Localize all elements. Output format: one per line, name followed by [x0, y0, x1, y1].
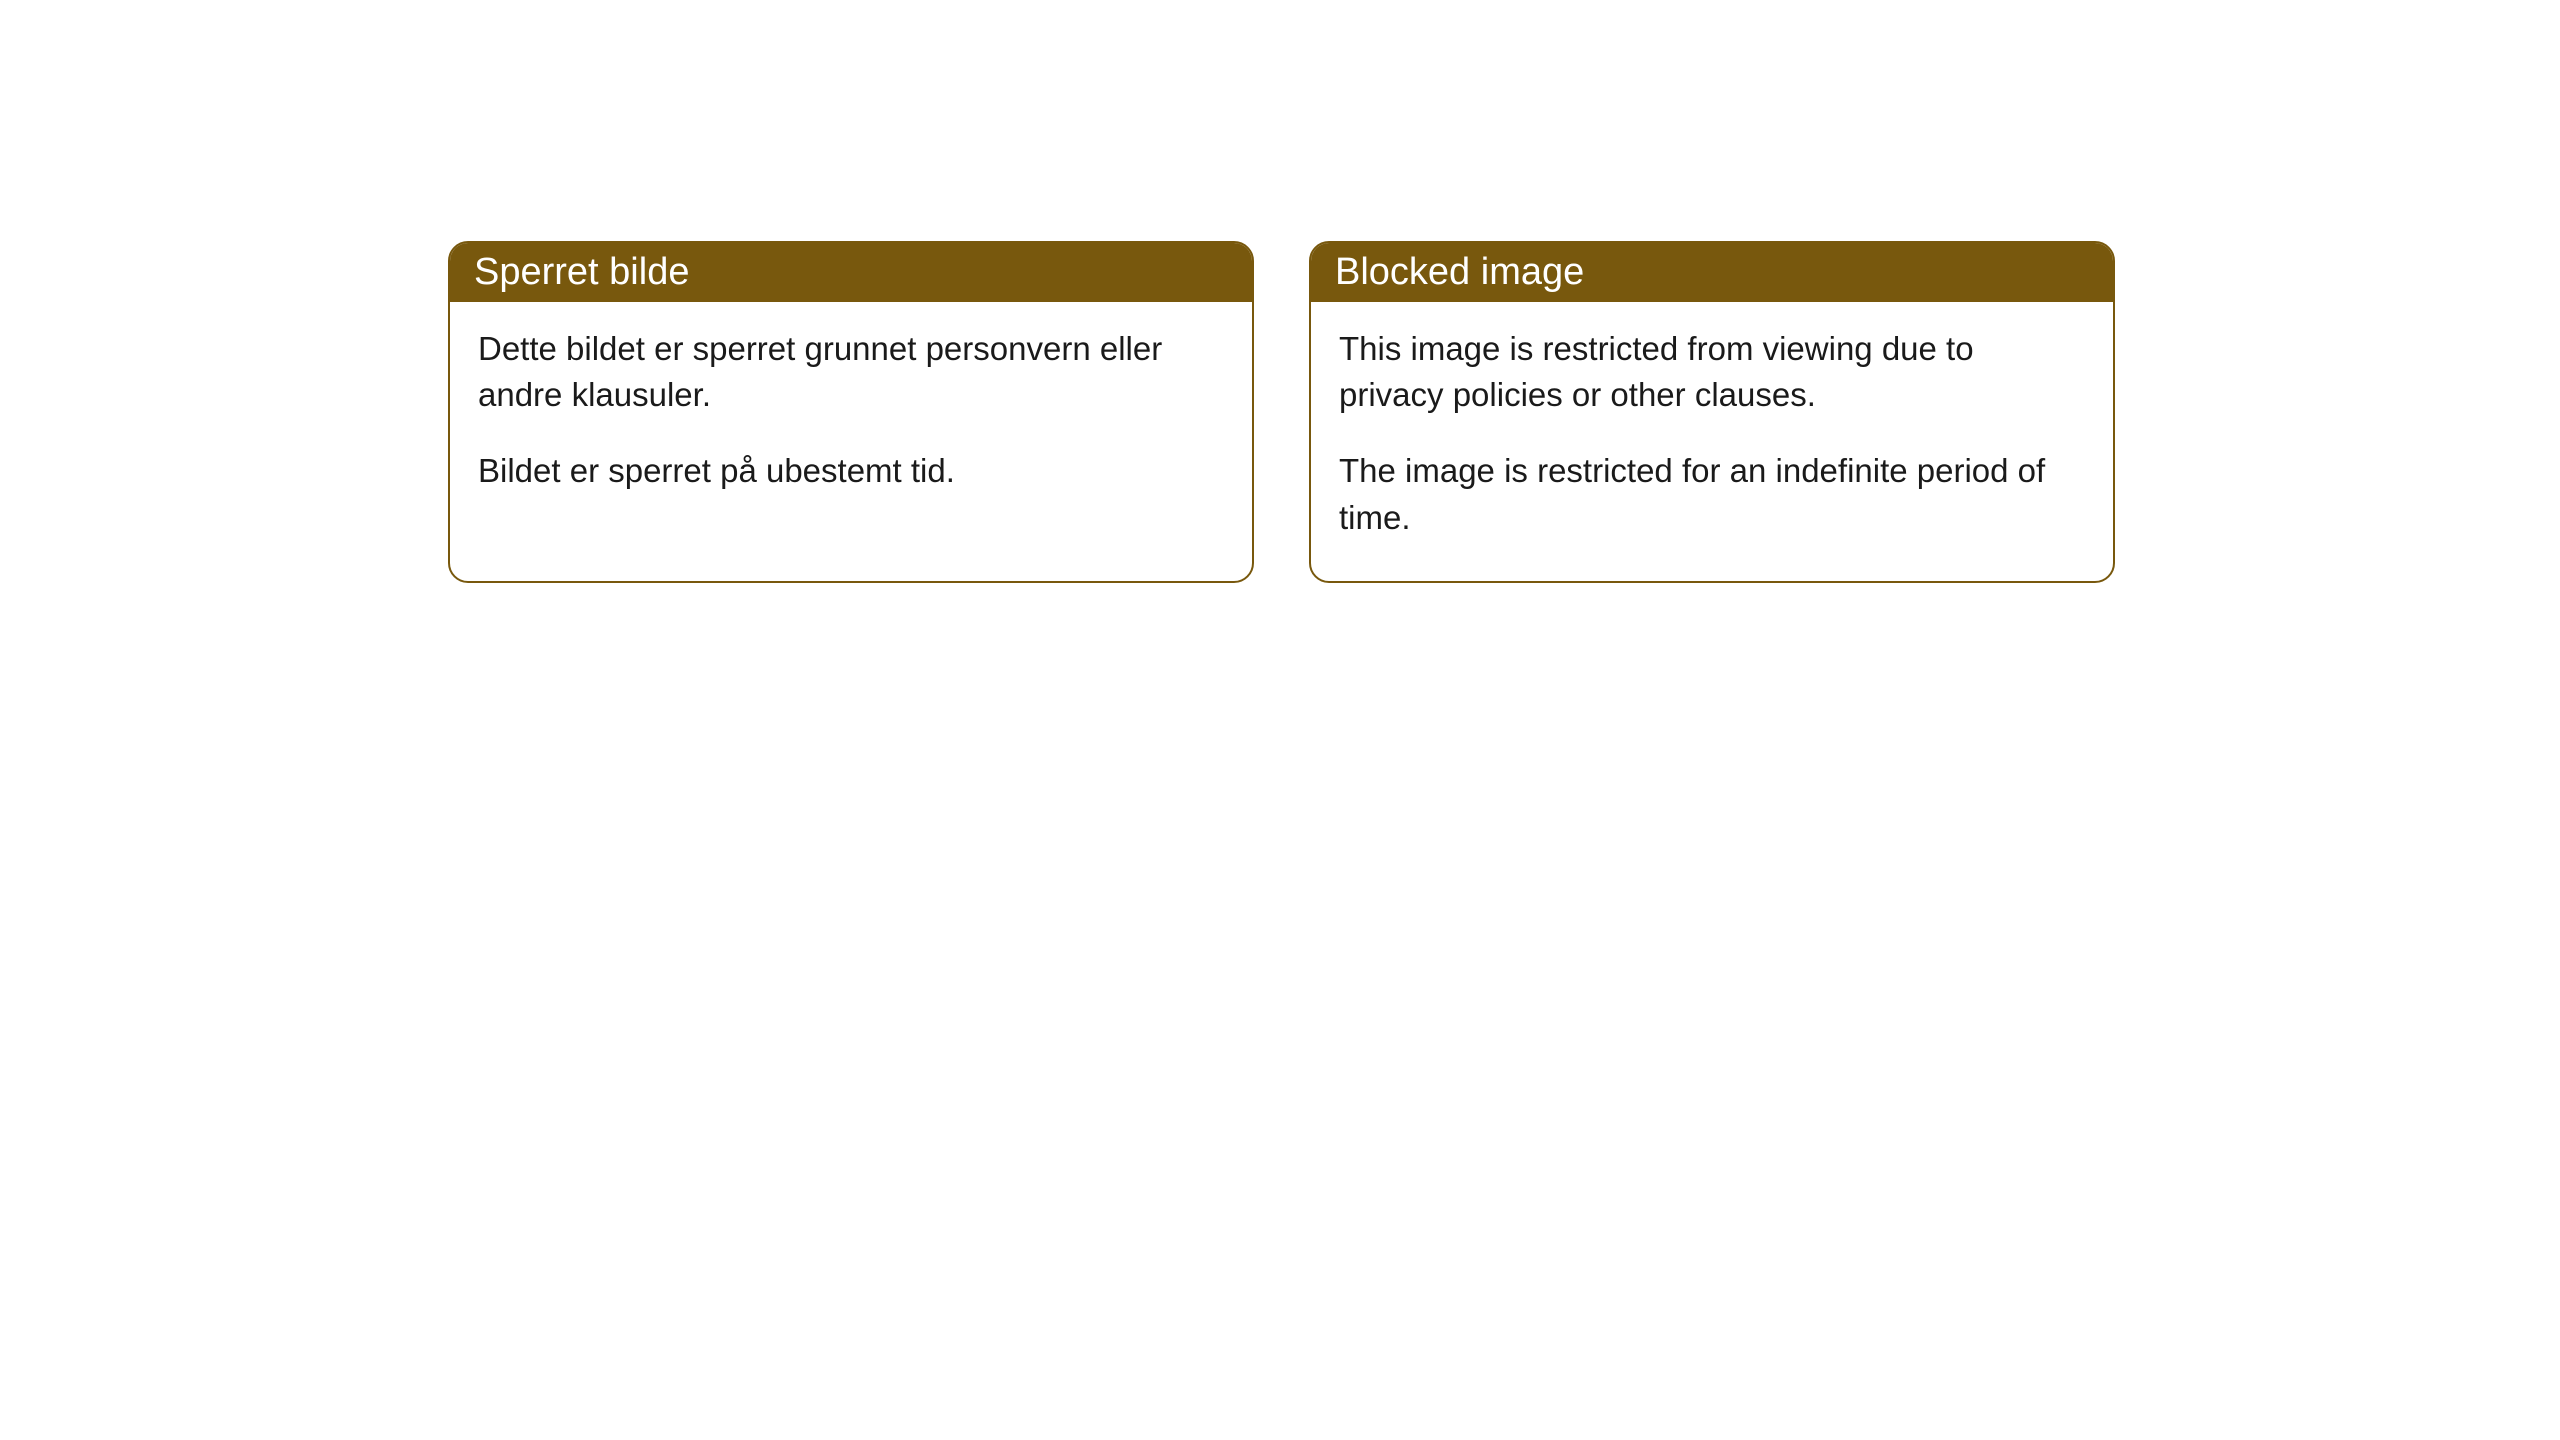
- blocked-image-card-no: Sperret bilde Dette bildet er sperret gr…: [448, 241, 1254, 583]
- card-text-en-1: This image is restricted from viewing du…: [1339, 326, 2085, 418]
- blocked-image-card-en: Blocked image This image is restricted f…: [1309, 241, 2115, 583]
- card-text-no-1: Dette bildet er sperret grunnet personve…: [478, 326, 1224, 418]
- notice-cards-container: Sperret bilde Dette bildet er sperret gr…: [448, 241, 2115, 583]
- card-header-en: Blocked image: [1311, 243, 2113, 302]
- card-text-no-2: Bildet er sperret på ubestemt tid.: [478, 448, 1224, 494]
- card-text-en-2: The image is restricted for an indefinit…: [1339, 448, 2085, 540]
- card-body-no: Dette bildet er sperret grunnet personve…: [450, 302, 1252, 535]
- card-body-en: This image is restricted from viewing du…: [1311, 302, 2113, 581]
- card-header-no: Sperret bilde: [450, 243, 1252, 302]
